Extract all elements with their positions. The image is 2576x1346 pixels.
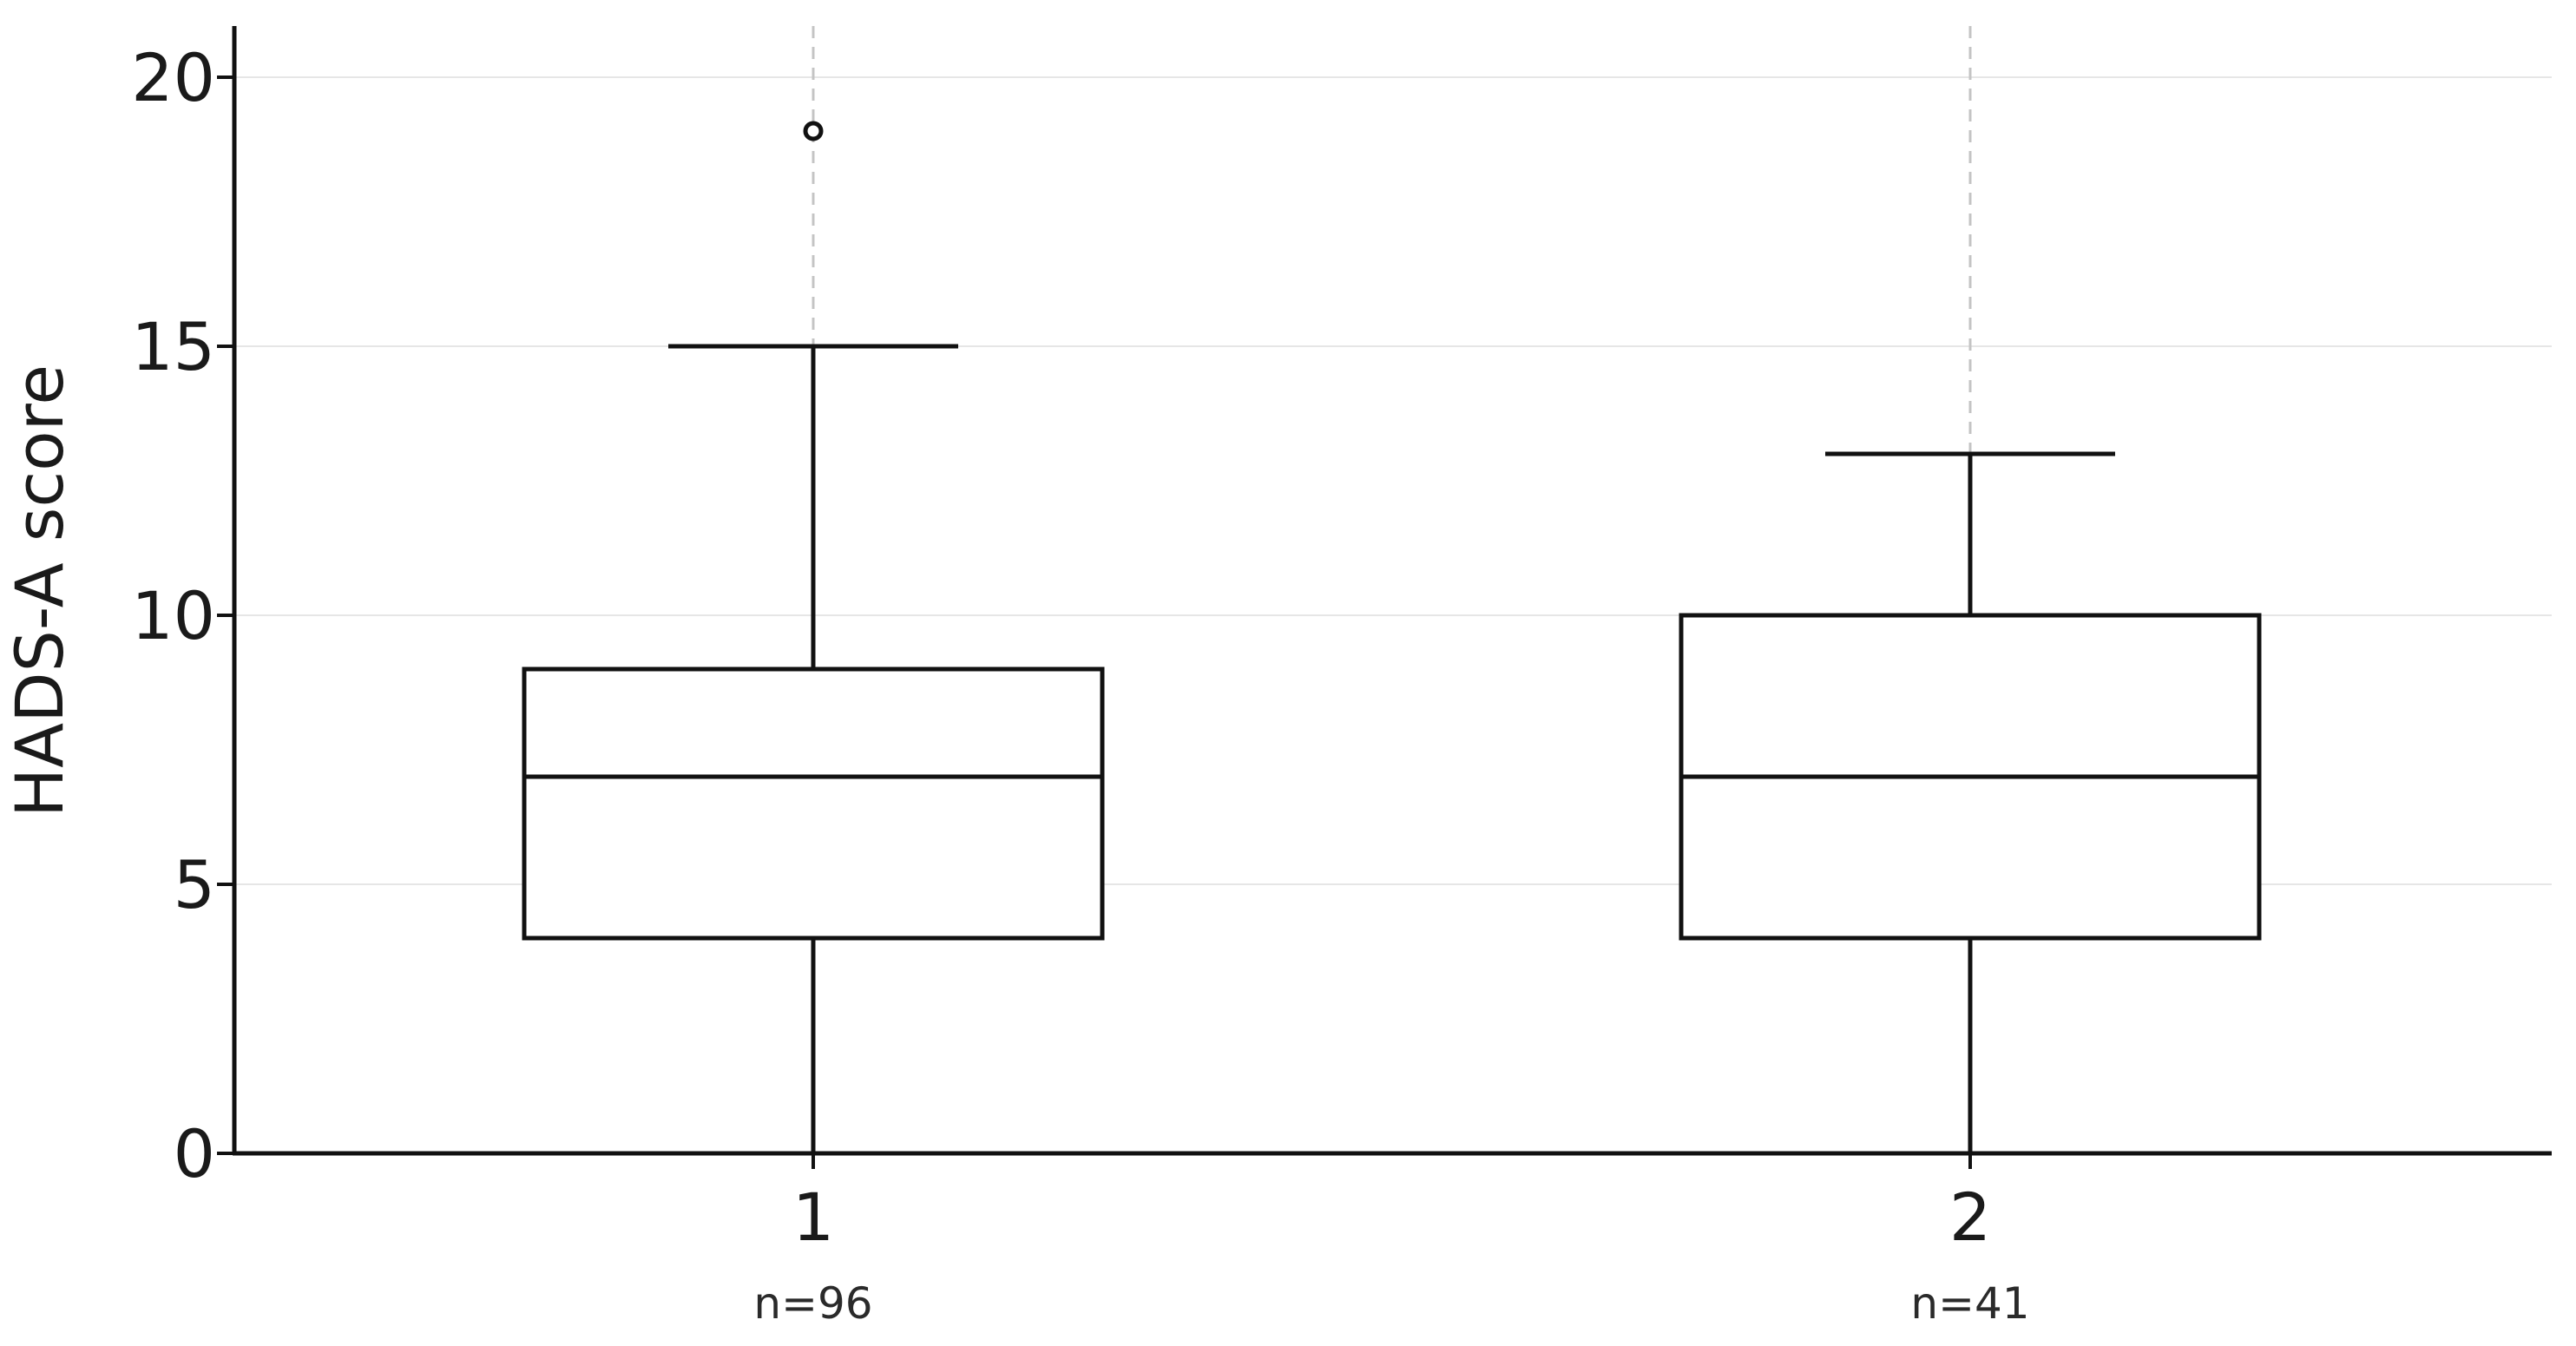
guide-layer xyxy=(812,26,1972,454)
x-tick-label-2: 2 xyxy=(1949,1179,1991,1256)
y-tick-label-5: 5 xyxy=(174,846,215,923)
label-layer: 0 5 10 15 20 1 n=96 2 n=41 xyxy=(131,39,2029,1329)
axis-layer xyxy=(217,26,2552,1169)
y-tick-label-10: 10 xyxy=(131,577,215,654)
sample-size-label-2: n=41 xyxy=(1910,1278,2029,1329)
category-1-iqr-box xyxy=(522,666,1105,941)
category-1-outlier-0 xyxy=(803,121,824,141)
y-tick-label-20: 20 xyxy=(131,39,215,116)
x-tick-label-1: 1 xyxy=(792,1179,834,1256)
y-tick-label-0: 0 xyxy=(174,1115,215,1192)
box-layer xyxy=(522,121,2262,1153)
y-tick-label-15: 15 xyxy=(131,308,215,385)
sample-size-label-1: n=96 xyxy=(753,1278,872,1329)
y-axis-title: HADS-A score xyxy=(1,364,78,817)
